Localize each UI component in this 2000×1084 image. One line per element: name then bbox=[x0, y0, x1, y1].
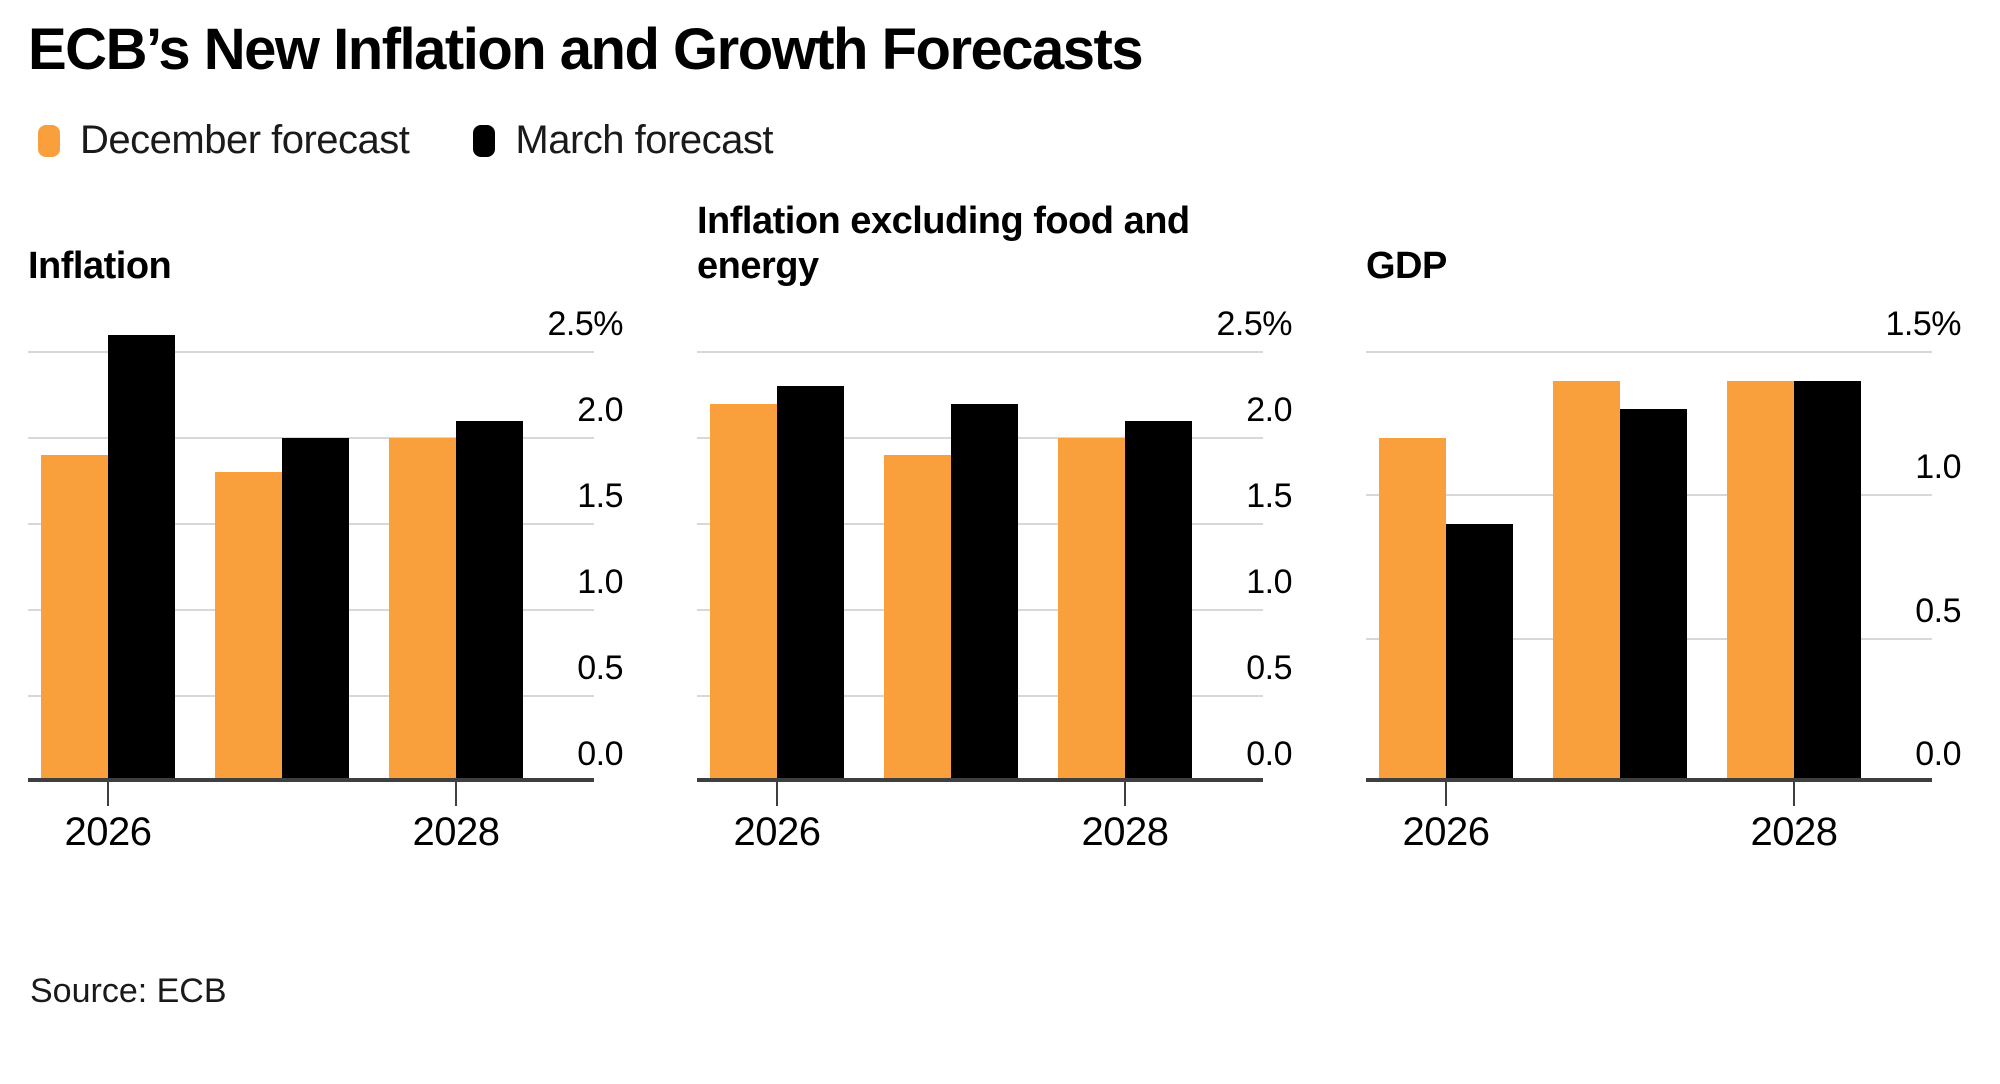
x-tick bbox=[776, 782, 778, 806]
x-tick-label-2026: 2026 bbox=[733, 810, 821, 854]
bar-december-2026 bbox=[710, 404, 777, 782]
bar-december-2026 bbox=[1379, 438, 1446, 782]
bar-march-2026 bbox=[777, 386, 844, 782]
bar-march-2028 bbox=[456, 421, 523, 782]
y-tick-label: 2.5% bbox=[547, 305, 624, 343]
legend-label-december: December forecast bbox=[80, 118, 410, 162]
y-tick-label: 1.0 bbox=[1915, 448, 1961, 487]
y-tick-label: 2.5% bbox=[1216, 305, 1293, 343]
x-tick-label-2026: 2026 bbox=[1402, 810, 1490, 854]
y-tick-label: 0.0 bbox=[1915, 735, 1961, 773]
bar-december-2026 bbox=[41, 455, 108, 782]
y-tick-label: 2.0 bbox=[577, 391, 623, 429]
x-tick bbox=[1793, 782, 1795, 806]
x-axis-line bbox=[28, 778, 594, 782]
gridline bbox=[1366, 351, 1932, 353]
chart-inflation: Inflation 2.5% 2.0 1.5 1.0 0.5 0.0 2026 2028 bbox=[28, 190, 634, 862]
march-forecast-swatch-icon bbox=[473, 124, 496, 157]
x-tick-label-2028: 2028 bbox=[1750, 810, 1838, 854]
page-title: ECB’s New Inflation and Growth Forecasts bbox=[28, 17, 1144, 82]
y-tick-label: 0.0 bbox=[577, 735, 623, 773]
chart-title-inflation: Inflation bbox=[28, 245, 172, 288]
y-tick-label: 1.0 bbox=[1246, 563, 1292, 601]
x-tick-label-2026: 2026 bbox=[64, 810, 152, 854]
y-tick-label: 1.0 bbox=[577, 563, 623, 601]
bar-december-2027 bbox=[215, 472, 282, 782]
bar-march-2027 bbox=[282, 438, 349, 782]
y-tick-label: 2.0 bbox=[1246, 391, 1292, 429]
bar-december-2028 bbox=[389, 438, 456, 782]
x-tick bbox=[455, 782, 457, 806]
x-tick bbox=[1124, 782, 1126, 806]
chart-gdp: GDP 1.5% 1.0 0.5 0.0 2026 2028 bbox=[1366, 190, 1972, 862]
chart-title-gdp: GDP bbox=[1366, 245, 1447, 288]
x-axis-inflation-excluding-food-and: 2026 2028 bbox=[697, 782, 1303, 862]
y-tick-label: 0.0 bbox=[1246, 735, 1292, 773]
legend-item-march: March forecast bbox=[473, 118, 773, 163]
x-tick bbox=[1445, 782, 1447, 806]
y-tick-label: 0.5 bbox=[577, 649, 623, 687]
bar-march-2026 bbox=[1446, 524, 1513, 782]
legend-label-march: March forecast bbox=[515, 118, 773, 162]
charts-row: Inflation 2.5% 2.0 1.5 1.0 0.5 0.0 2026 2028 Infl… bbox=[28, 190, 1972, 862]
gridline bbox=[28, 351, 594, 353]
x-axis-gdp: 2026 2028 bbox=[1366, 782, 1972, 862]
chart-title-inflation-excluding-food-and: Inflation excluding food and energy bbox=[697, 199, 1190, 288]
y-tick-label: 0.5 bbox=[1246, 649, 1292, 687]
source-note: Source: ECB bbox=[30, 972, 227, 1010]
bar-march-2026 bbox=[108, 335, 175, 782]
y-tick-label: 0.5 bbox=[1915, 591, 1961, 630]
bar-march-2028 bbox=[1125, 421, 1192, 782]
y-tick-label: 1.5 bbox=[577, 477, 623, 515]
y-tick-label: 1.5 bbox=[1246, 477, 1292, 515]
x-tick bbox=[107, 782, 109, 806]
plot-area-inflation: 2.5% 2.0 1.5 1.0 0.5 0.0 bbox=[28, 300, 634, 782]
y-tick-label: 1.5% bbox=[1885, 305, 1962, 343]
legend-item-december: December forecast bbox=[38, 118, 410, 163]
bar-december-2027 bbox=[1553, 381, 1620, 782]
legend: December forecast March forecast bbox=[38, 118, 773, 163]
plot-area-gdp: 1.5% 1.0 0.5 0.0 bbox=[1366, 300, 1972, 782]
bar-december-2028 bbox=[1727, 381, 1794, 782]
x-axis-inflation: 2026 2028 bbox=[28, 782, 634, 862]
chart-inflation-excluding-food-and: Inflation excluding food and energy 2.5% 2… bbox=[697, 190, 1303, 862]
bar-march-2027 bbox=[1620, 409, 1687, 782]
plot-area-inflation-excluding-food-and: 2.5% 2.0 1.5 1.0 0.5 0.0 bbox=[697, 300, 1303, 782]
x-axis-line bbox=[697, 778, 1263, 782]
gridline bbox=[697, 351, 1263, 353]
x-tick-label-2028: 2028 bbox=[1081, 810, 1169, 854]
december-forecast-swatch-icon bbox=[38, 124, 60, 157]
bar-december-2027 bbox=[884, 455, 951, 782]
bar-december-2028 bbox=[1058, 438, 1125, 782]
bar-march-2027 bbox=[951, 404, 1018, 782]
x-axis-line bbox=[1366, 778, 1932, 782]
bar-march-2028 bbox=[1794, 381, 1861, 782]
x-tick-label-2028: 2028 bbox=[412, 810, 500, 854]
